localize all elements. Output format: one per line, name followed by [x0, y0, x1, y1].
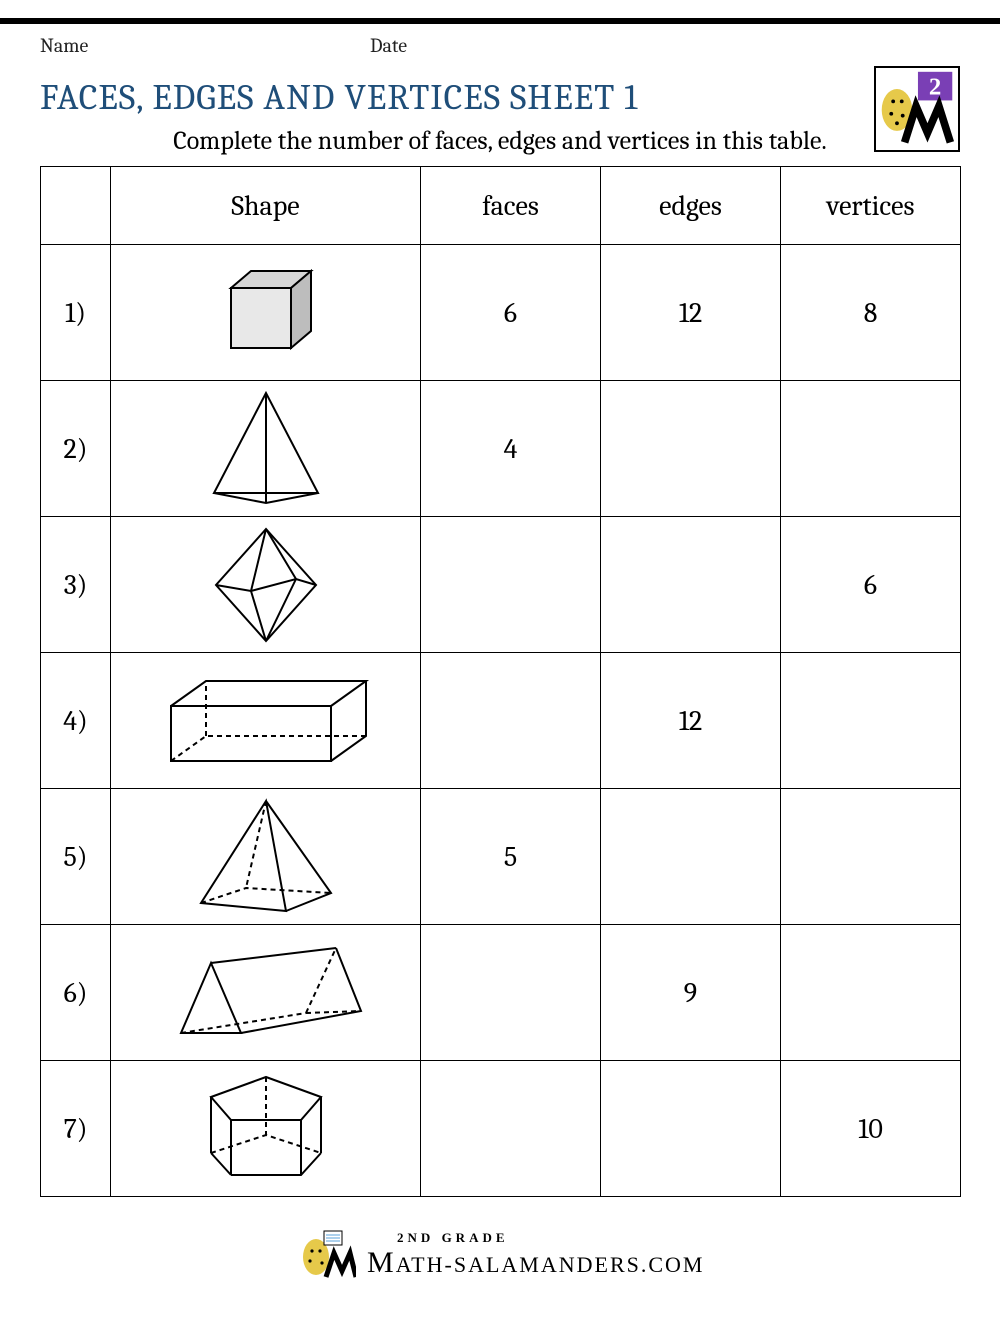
cell-faces: 4 — [421, 381, 601, 517]
cell-edges — [601, 381, 781, 517]
footer: 2ND GRADE MATH-SALAMANDERS.COM — [0, 1197, 1000, 1323]
table-row: 3) 6 — [41, 517, 961, 653]
table-row: 5) 5 — [41, 789, 961, 925]
brand-logo-top: 2 — [874, 66, 960, 152]
cell-edges — [601, 517, 781, 653]
cell-edges: 12 — [601, 245, 781, 381]
header-row: Name Date — [0, 24, 1000, 57]
col-header-shape: Shape — [111, 167, 421, 245]
cell-edges — [601, 789, 781, 925]
name-label: Name — [40, 34, 370, 57]
footer-site-label: MATH-SALAMANDERS.COM — [367, 1246, 704, 1280]
worksheet-instruction: Complete the number of faces, edges and … — [0, 126, 1000, 166]
cell-vertices: 8 — [781, 245, 961, 381]
col-header-num — [41, 167, 111, 245]
shapes-table: Shape faces edges vertices 1) 6 12 — [40, 166, 961, 1197]
table-row: 1) 6 12 8 — [41, 245, 961, 381]
row-number: 6) — [41, 925, 111, 1061]
cell-edges — [601, 1061, 781, 1197]
footer-logo-icon — [296, 1227, 356, 1283]
row-number: 2) — [41, 381, 111, 517]
shape-tetrahedron-icon — [111, 381, 421, 517]
col-header-faces: faces — [421, 167, 601, 245]
shape-cube-icon — [111, 245, 421, 381]
shape-octahedron-icon — [111, 517, 421, 653]
cell-vertices — [781, 381, 961, 517]
cell-edges: 9 — [601, 925, 781, 1061]
row-number: 5) — [41, 789, 111, 925]
footer-text: 2ND GRADE MATH-SALAMANDERS.COM — [367, 1230, 704, 1280]
cell-faces — [421, 1061, 601, 1197]
footer-grade-label: 2ND GRADE — [367, 1230, 704, 1246]
row-number: 7) — [41, 1061, 111, 1197]
table-row: 6) 9 — [41, 925, 961, 1061]
cell-faces: 5 — [421, 789, 601, 925]
col-header-edges: edges — [601, 167, 781, 245]
cell-edges: 12 — [601, 653, 781, 789]
worksheet-title: FACES, EDGES AND VERTICES SHEET 1 — [0, 57, 1000, 126]
row-number: 4) — [41, 653, 111, 789]
cell-faces — [421, 517, 601, 653]
cell-vertices — [781, 789, 961, 925]
table-row: 4) 12 — [41, 653, 961, 789]
cell-vertices — [781, 925, 961, 1061]
row-number: 3) — [41, 517, 111, 653]
cell-vertices: 10 — [781, 1061, 961, 1197]
col-header-vertices: vertices — [781, 167, 961, 245]
shape-square-pyramid-icon — [111, 789, 421, 925]
date-label: Date — [370, 34, 960, 57]
shape-triangular-prism-icon — [111, 925, 421, 1061]
worksheet-page: Name Date 2 FACES, EDGES AND VERTICES SH… — [0, 18, 1000, 1323]
cell-vertices — [781, 653, 961, 789]
table-row: 2) 4 — [41, 381, 961, 517]
cell-faces — [421, 653, 601, 789]
table-row: 7) — [41, 1061, 961, 1197]
row-number: 1) — [41, 245, 111, 381]
cell-faces — [421, 925, 601, 1061]
shape-pentagonal-prism-icon — [111, 1061, 421, 1197]
table-header-row: Shape faces edges vertices — [41, 167, 961, 245]
cell-vertices: 6 — [781, 517, 961, 653]
shape-rectangular-prism-icon — [111, 653, 421, 789]
cell-faces: 6 — [421, 245, 601, 381]
